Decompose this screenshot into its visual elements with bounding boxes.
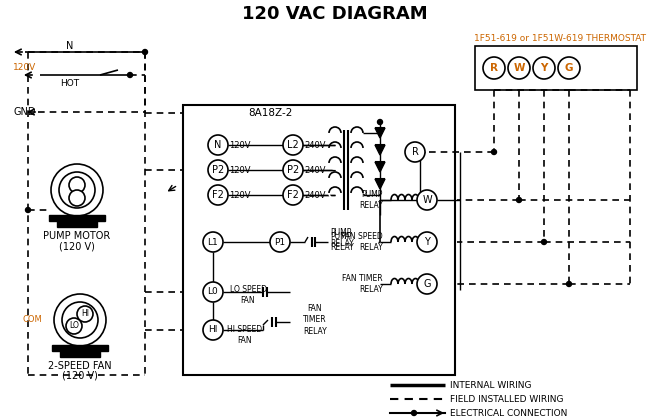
Text: (120 V): (120 V): [62, 371, 98, 381]
Circle shape: [411, 411, 417, 416]
Text: 240V: 240V: [304, 140, 326, 150]
Circle shape: [541, 240, 547, 245]
Polygon shape: [375, 128, 385, 138]
Circle shape: [377, 119, 383, 124]
Circle shape: [66, 318, 82, 334]
Text: FAN TIMER
RELAY: FAN TIMER RELAY: [342, 274, 383, 294]
Bar: [49, 215, 105, 221]
Text: HI: HI: [208, 326, 218, 334]
Text: FAN
TIMER
RELAY: FAN TIMER RELAY: [303, 304, 327, 336]
Circle shape: [517, 197, 521, 202]
Text: 120V: 120V: [229, 166, 251, 174]
Text: 120V: 120V: [229, 191, 251, 199]
Text: L0: L0: [208, 287, 218, 297]
Text: 240V: 240V: [304, 191, 326, 199]
Text: Y: Y: [424, 237, 430, 247]
Text: W: W: [513, 63, 525, 73]
Bar: [52, 345, 108, 351]
Text: PUMP MOTOR: PUMP MOTOR: [44, 231, 111, 241]
Circle shape: [203, 282, 223, 302]
Text: G: G: [565, 63, 574, 73]
Text: F2: F2: [287, 190, 299, 200]
Circle shape: [54, 294, 106, 346]
Text: LO: LO: [69, 321, 79, 331]
Circle shape: [417, 232, 437, 252]
Circle shape: [143, 49, 147, 54]
Circle shape: [69, 190, 85, 206]
Text: P1: P1: [275, 238, 285, 246]
Text: HI SPEED
FAN: HI SPEED FAN: [227, 325, 263, 345]
Text: R: R: [411, 147, 419, 157]
Circle shape: [59, 172, 95, 208]
Circle shape: [283, 160, 303, 180]
Circle shape: [270, 232, 290, 252]
Text: PUMP
RELAY: PUMP RELAY: [330, 228, 354, 248]
Text: 1F51-619 or 1F51W-619 THERMOSTAT: 1F51-619 or 1F51W-619 THERMOSTAT: [474, 34, 646, 42]
Circle shape: [77, 306, 93, 322]
Text: N: N: [66, 41, 74, 51]
Text: N: N: [214, 140, 222, 150]
Polygon shape: [375, 145, 385, 155]
Circle shape: [62, 302, 98, 338]
Circle shape: [283, 135, 303, 155]
Circle shape: [567, 282, 572, 287]
Text: 8A18Z-2: 8A18Z-2: [248, 108, 292, 118]
Text: HI: HI: [81, 310, 89, 318]
Circle shape: [203, 232, 223, 252]
Circle shape: [417, 274, 437, 294]
Circle shape: [283, 185, 303, 205]
Text: HOT: HOT: [60, 78, 80, 88]
Circle shape: [208, 135, 228, 155]
Text: ELECTRICAL CONNECTION: ELECTRICAL CONNECTION: [450, 409, 567, 417]
Text: GND: GND: [13, 107, 36, 117]
Text: L2: L2: [287, 140, 299, 150]
Text: R: R: [490, 63, 498, 73]
Text: PUMP
RELAY: PUMP RELAY: [330, 232, 354, 252]
Text: (120 V): (120 V): [59, 241, 95, 251]
Text: 120 VAC DIAGRAM: 120 VAC DIAGRAM: [242, 5, 428, 23]
Circle shape: [508, 57, 530, 79]
Text: LO SPEED
FAN: LO SPEED FAN: [230, 285, 267, 305]
Circle shape: [208, 185, 228, 205]
Text: P2: P2: [212, 165, 224, 175]
Text: PUMP
RELAY: PUMP RELAY: [359, 190, 383, 210]
Text: Y: Y: [540, 63, 547, 73]
Polygon shape: [375, 162, 385, 172]
Text: G: G: [423, 279, 431, 289]
Text: FAN SPEED
RELAY: FAN SPEED RELAY: [341, 232, 383, 252]
Circle shape: [69, 177, 85, 193]
Circle shape: [203, 320, 223, 340]
Bar: [183, 105, 455, 375]
Bar: [57, 221, 97, 227]
Text: F2: F2: [212, 190, 224, 200]
Text: INTERNAL WIRING: INTERNAL WIRING: [450, 380, 531, 390]
Circle shape: [51, 164, 103, 216]
Text: L1: L1: [208, 238, 218, 246]
Text: 120V: 120V: [13, 62, 36, 72]
Text: FIELD INSTALLED WIRING: FIELD INSTALLED WIRING: [450, 395, 563, 403]
Text: 120V: 120V: [229, 140, 251, 150]
Text: W: W: [422, 195, 431, 205]
Circle shape: [405, 142, 425, 162]
Circle shape: [533, 57, 555, 79]
Circle shape: [127, 72, 133, 78]
Text: 240V: 240V: [304, 166, 326, 174]
Circle shape: [558, 57, 580, 79]
Bar: [475, 46, 637, 90]
Polygon shape: [375, 179, 385, 189]
Text: 2-SPEED FAN: 2-SPEED FAN: [48, 361, 112, 371]
Circle shape: [483, 57, 505, 79]
Text: P2: P2: [287, 165, 299, 175]
Bar: [60, 351, 100, 357]
Circle shape: [25, 207, 31, 212]
Circle shape: [417, 190, 437, 210]
Circle shape: [208, 160, 228, 180]
Circle shape: [492, 150, 496, 155]
Text: COM: COM: [22, 316, 42, 324]
